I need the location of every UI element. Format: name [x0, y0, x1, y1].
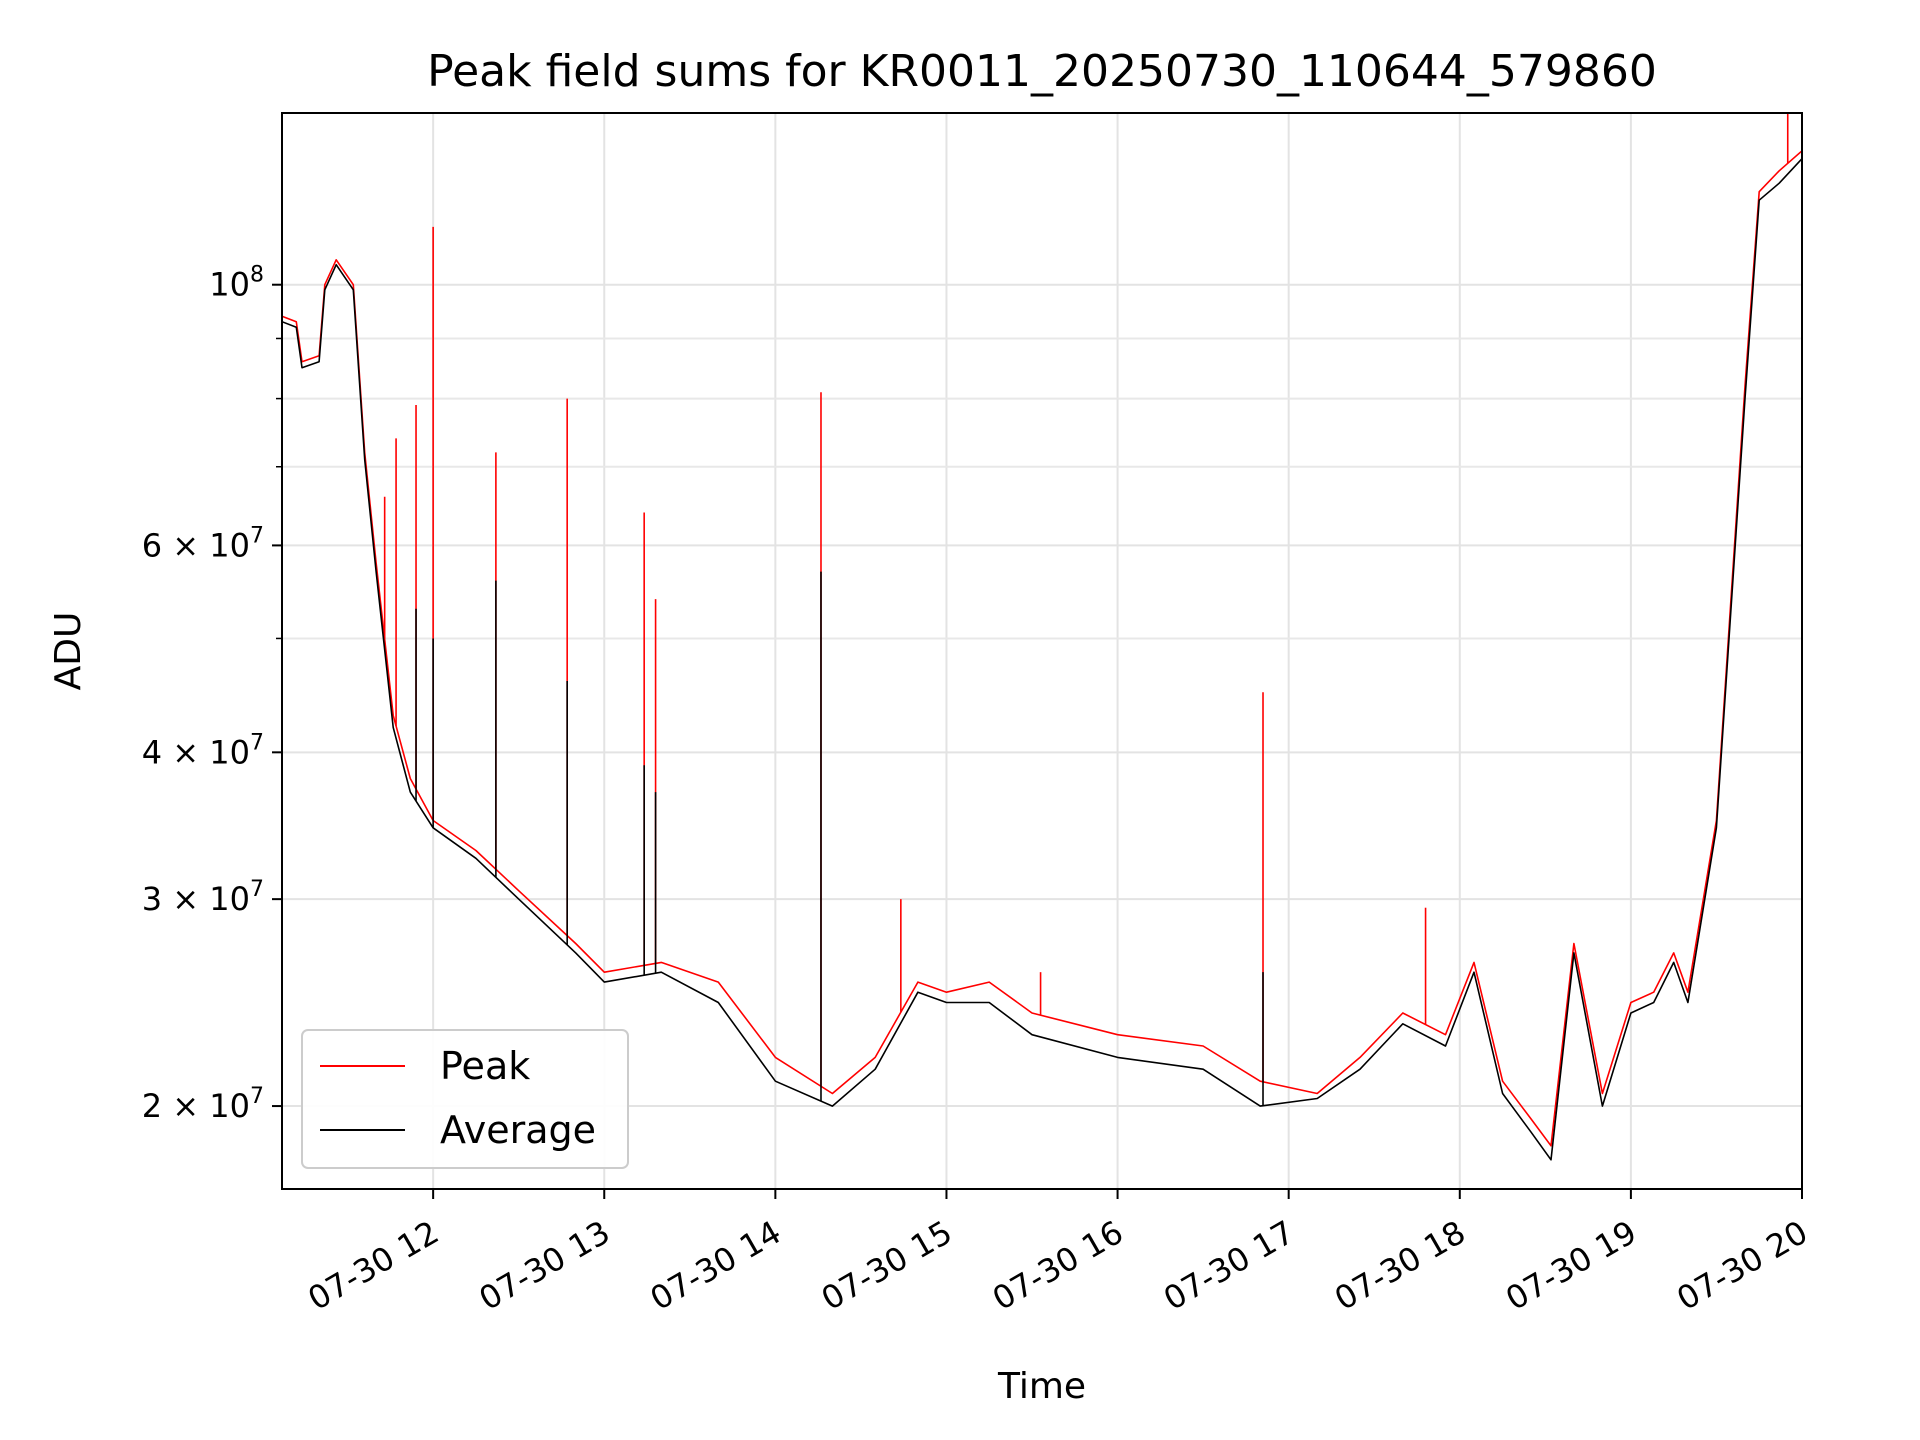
series-line-peak	[282, 150, 1802, 1147]
x-axis-label: Time	[997, 1366, 1086, 1407]
series-line-average	[282, 158, 1802, 1161]
plot-frame	[281, 112, 1803, 1190]
legend: Peak Average	[301, 1029, 629, 1169]
y-axis-label: ADU	[48, 612, 89, 691]
series-layer	[282, 113, 1802, 1161]
y-tick-label: 2 × 107	[142, 1084, 264, 1125]
legend-box	[301, 1029, 629, 1169]
y-tick-label: 6 × 107	[142, 523, 264, 564]
grid	[282, 113, 1803, 1189]
chart-title: Peak field sums for KR0011_20250730_1106…	[427, 46, 1657, 97]
y-tick-label: 4 × 107	[142, 730, 264, 771]
legend-label-average: Average	[440, 1108, 596, 1152]
y-tick-label: 3 × 107	[142, 877, 264, 918]
legend-label-peak: Peak	[440, 1044, 530, 1088]
